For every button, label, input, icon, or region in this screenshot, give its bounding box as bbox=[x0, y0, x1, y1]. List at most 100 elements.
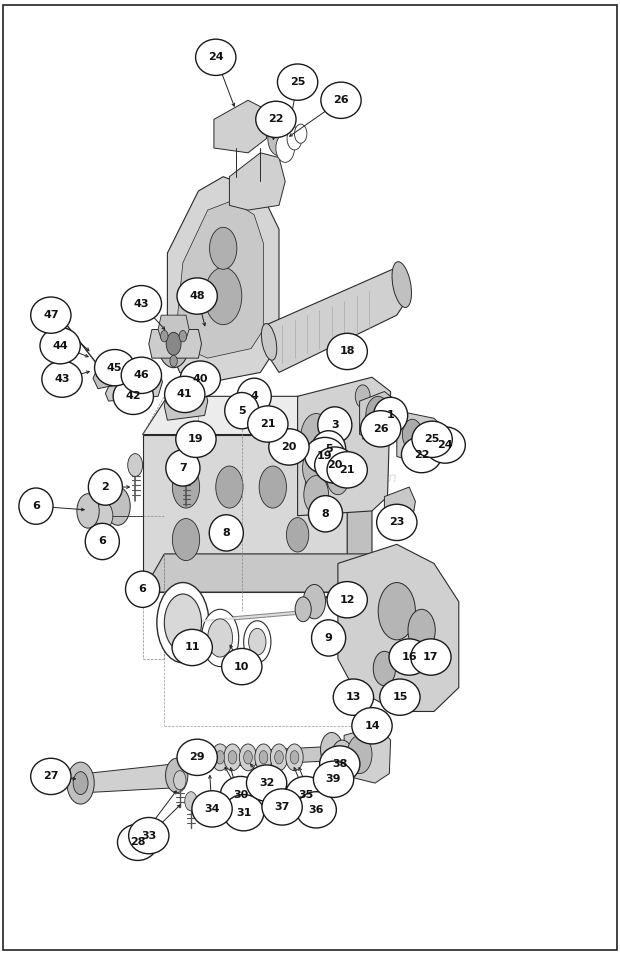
Text: 36: 36 bbox=[309, 805, 324, 815]
Ellipse shape bbox=[425, 427, 465, 463]
Ellipse shape bbox=[86, 523, 119, 560]
Circle shape bbox=[96, 366, 105, 379]
Ellipse shape bbox=[19, 488, 53, 524]
Polygon shape bbox=[360, 392, 397, 439]
Text: 25: 25 bbox=[290, 77, 305, 87]
Circle shape bbox=[174, 771, 186, 790]
Circle shape bbox=[321, 732, 343, 767]
Ellipse shape bbox=[269, 429, 309, 465]
Circle shape bbox=[67, 762, 94, 804]
Circle shape bbox=[408, 609, 435, 651]
Polygon shape bbox=[105, 372, 162, 401]
Circle shape bbox=[105, 487, 130, 525]
Text: 16: 16 bbox=[401, 652, 417, 662]
Circle shape bbox=[164, 594, 202, 651]
Polygon shape bbox=[158, 315, 189, 339]
Circle shape bbox=[210, 227, 237, 269]
Polygon shape bbox=[397, 411, 446, 466]
Text: 33: 33 bbox=[141, 831, 156, 840]
Ellipse shape bbox=[389, 639, 429, 675]
Circle shape bbox=[179, 330, 187, 342]
Ellipse shape bbox=[128, 817, 169, 854]
Polygon shape bbox=[82, 764, 177, 793]
Polygon shape bbox=[149, 329, 202, 358]
Circle shape bbox=[355, 385, 370, 408]
Ellipse shape bbox=[309, 496, 342, 532]
Ellipse shape bbox=[247, 406, 288, 442]
Circle shape bbox=[157, 583, 209, 663]
Text: 21: 21 bbox=[260, 419, 275, 429]
Circle shape bbox=[172, 466, 200, 508]
Circle shape bbox=[208, 619, 232, 657]
Text: 44: 44 bbox=[52, 341, 68, 350]
Text: 22: 22 bbox=[414, 450, 429, 459]
Circle shape bbox=[161, 330, 168, 342]
Ellipse shape bbox=[113, 378, 154, 414]
Circle shape bbox=[170, 355, 177, 367]
Circle shape bbox=[128, 454, 143, 477]
Text: 45: 45 bbox=[107, 363, 123, 372]
Polygon shape bbox=[338, 544, 459, 711]
Circle shape bbox=[104, 364, 113, 377]
Ellipse shape bbox=[42, 361, 82, 397]
Text: 40: 40 bbox=[193, 374, 208, 384]
Circle shape bbox=[259, 466, 286, 508]
Circle shape bbox=[286, 518, 309, 552]
Ellipse shape bbox=[192, 791, 232, 827]
Ellipse shape bbox=[262, 789, 303, 825]
Text: 32: 32 bbox=[259, 778, 274, 788]
Text: 27: 27 bbox=[43, 772, 58, 781]
Polygon shape bbox=[177, 201, 264, 358]
Circle shape bbox=[268, 121, 290, 156]
Ellipse shape bbox=[317, 407, 352, 443]
Ellipse shape bbox=[285, 776, 326, 813]
Circle shape bbox=[202, 609, 239, 667]
Polygon shape bbox=[93, 361, 121, 389]
Text: 41: 41 bbox=[177, 390, 193, 399]
Text: 43: 43 bbox=[134, 299, 149, 308]
Text: 47: 47 bbox=[43, 310, 59, 320]
Text: 26: 26 bbox=[373, 424, 389, 434]
Ellipse shape bbox=[177, 278, 217, 314]
Ellipse shape bbox=[122, 357, 161, 393]
Text: 6: 6 bbox=[99, 537, 106, 546]
Circle shape bbox=[290, 751, 299, 764]
Polygon shape bbox=[229, 153, 285, 210]
Circle shape bbox=[275, 751, 283, 764]
Text: 28: 28 bbox=[130, 838, 145, 847]
Ellipse shape bbox=[321, 82, 361, 118]
Circle shape bbox=[259, 751, 268, 764]
Ellipse shape bbox=[373, 397, 408, 434]
Circle shape bbox=[402, 419, 422, 450]
Circle shape bbox=[295, 597, 311, 622]
Ellipse shape bbox=[30, 297, 71, 333]
Text: 42: 42 bbox=[125, 392, 141, 401]
Text: 46: 46 bbox=[133, 371, 149, 380]
Text: 43: 43 bbox=[55, 374, 69, 384]
Text: 5: 5 bbox=[238, 406, 246, 415]
Polygon shape bbox=[384, 487, 415, 527]
Ellipse shape bbox=[314, 761, 353, 797]
Text: 29: 29 bbox=[189, 753, 205, 762]
Ellipse shape bbox=[305, 437, 345, 474]
Ellipse shape bbox=[221, 776, 260, 813]
Circle shape bbox=[270, 744, 288, 771]
Text: 15: 15 bbox=[392, 692, 407, 702]
Ellipse shape bbox=[377, 504, 417, 541]
Ellipse shape bbox=[327, 582, 367, 618]
Text: 6: 6 bbox=[139, 584, 146, 594]
Circle shape bbox=[244, 621, 271, 663]
Polygon shape bbox=[143, 554, 372, 592]
Ellipse shape bbox=[327, 452, 367, 488]
Ellipse shape bbox=[166, 450, 200, 486]
Text: 34: 34 bbox=[205, 804, 220, 814]
Circle shape bbox=[294, 124, 307, 143]
Ellipse shape bbox=[334, 679, 373, 715]
Ellipse shape bbox=[94, 350, 135, 386]
Circle shape bbox=[347, 735, 372, 774]
Circle shape bbox=[301, 414, 332, 461]
Ellipse shape bbox=[247, 765, 286, 801]
Ellipse shape bbox=[196, 39, 236, 75]
Ellipse shape bbox=[118, 824, 158, 860]
Circle shape bbox=[216, 466, 243, 508]
